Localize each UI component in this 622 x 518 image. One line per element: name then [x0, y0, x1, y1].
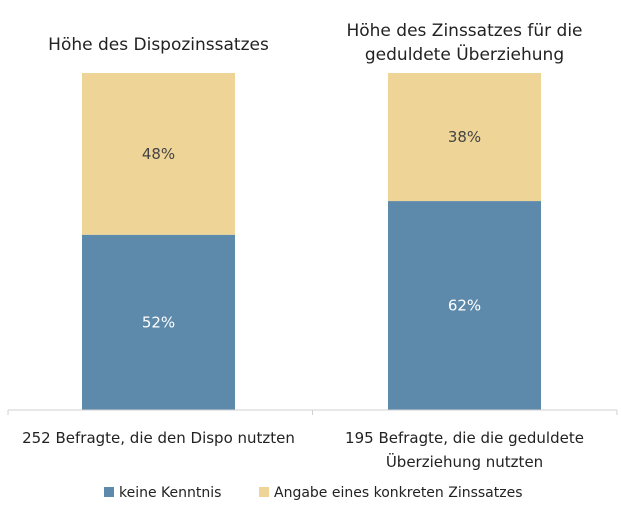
legend-swatch: [259, 487, 269, 497]
category-label: 195 Befragte, die die geduldete: [345, 429, 584, 447]
legend-swatch: [104, 487, 114, 497]
data-label: 38%: [448, 128, 481, 146]
data-label: 62%: [448, 297, 481, 315]
panel-title: Höhe des Dispozinssatzes: [48, 35, 269, 55]
bar-segment-keine-kenntnis: [82, 234, 235, 410]
legend-label: Angabe eines konkreten Zinssatzes: [274, 485, 523, 501]
panel-title: geduldete Überziehung: [365, 43, 564, 65]
category-label: 252 Befragte, die den Dispo nutzten: [22, 429, 295, 447]
category-label: Überziehung nutzten: [386, 452, 543, 471]
data-label: 52%: [142, 313, 175, 331]
panel-title: Höhe des Zinssatzes für die: [346, 21, 582, 41]
bar-segment-angabe-zinssatz: [82, 73, 235, 235]
legend-label: keine Kenntnis: [119, 485, 221, 501]
bar-segment-keine-kenntnis: [388, 201, 541, 410]
data-label: 48%: [142, 145, 175, 163]
bar-segment-angabe-zinssatz: [388, 73, 541, 202]
